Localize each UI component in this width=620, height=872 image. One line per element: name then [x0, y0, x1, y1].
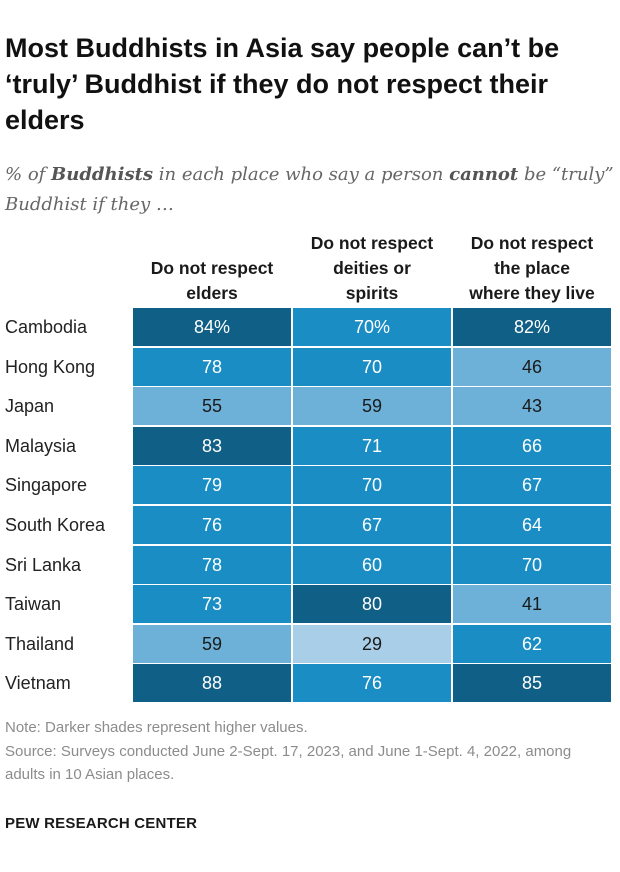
- heatmap-cell: 78: [133, 347, 291, 386]
- column-header-line: where they live: [469, 283, 595, 303]
- heatmap-cell: 64: [453, 506, 611, 544]
- chart-title: Most Buddhists in Asia say people can’t …: [5, 33, 560, 135]
- column-header-line: Do not respect: [310, 233, 434, 253]
- heatmap-cell: 71: [293, 426, 451, 465]
- row-label: Vietnam: [5, 673, 71, 694]
- heatmap-cell: 70: [453, 545, 611, 584]
- heatmap-cell: 76: [133, 506, 291, 544]
- heatmap-cell: 55: [133, 387, 291, 426]
- row-label: Sri Lanka: [5, 554, 82, 575]
- heatmap-cell: 59: [133, 624, 291, 663]
- row-label: Japan: [5, 396, 55, 417]
- heatmap-cell: 66: [453, 426, 611, 465]
- heatmap-cell: 82%: [453, 308, 611, 346]
- heatmap-cell: 62: [453, 624, 611, 663]
- column-header-line: spirits: [345, 283, 399, 303]
- heatmap-cell: 83: [133, 426, 291, 465]
- chart-note: Note: Darker shades represent higher val…: [5, 719, 308, 736]
- row-label: Hong Kong: [5, 356, 96, 377]
- credit-label: PEW RESEARCH CENTER: [5, 815, 198, 832]
- heatmap-cell: 41: [453, 585, 611, 624]
- column-header: Do not respect the place where they live: [453, 233, 611, 306]
- heatmap-cell: 76: [293, 664, 451, 703]
- heatmap-cell: 70%: [293, 308, 451, 346]
- heatmap-cell: 70: [293, 347, 451, 386]
- heatmap-cell: 78: [133, 545, 291, 584]
- heatmap-cell: 84%: [133, 308, 291, 346]
- column-header-line: the place: [494, 258, 570, 278]
- heatmap-cell: 67: [453, 466, 611, 505]
- heatmap-cell: 88: [133, 664, 291, 703]
- row-label: Malaysia: [5, 435, 77, 456]
- heatmap-cell: 70: [293, 466, 451, 505]
- column-header-line: elders: [186, 283, 238, 303]
- column-header-line: Do not respect: [470, 233, 594, 253]
- heatmap-cell: 73: [133, 585, 291, 624]
- column-header: Do not respect deities or spirits: [293, 233, 451, 306]
- row-label: Thailand: [5, 633, 75, 654]
- heatmap-cell: 85: [453, 664, 611, 703]
- column-header-line: deities or: [333, 258, 411, 278]
- heatmap-cell: 43: [453, 387, 611, 426]
- heatmap-cell: 60: [293, 545, 451, 584]
- heatmap-cell: 67: [293, 506, 451, 544]
- chart-source: Source: Surveys conducted June 2-Sept. 1…: [5, 743, 572, 783]
- column-header: Do not respect elders: [133, 236, 291, 306]
- row-label: Cambodia: [5, 317, 88, 337]
- heatmap-cell: 46: [453, 347, 611, 386]
- heatmap-cell: 59: [293, 387, 451, 426]
- heatmap-cell: 80: [293, 585, 451, 624]
- row-label: Singapore: [5, 475, 88, 496]
- row-label: Taiwan: [5, 594, 62, 615]
- heatmap-cell: 79: [133, 466, 291, 505]
- chart-subtitle: % of Buddhists in each place who say a p…: [5, 164, 614, 215]
- row-label: South Korea: [5, 515, 106, 535]
- column-header-line: Do not respect: [150, 258, 274, 278]
- heatmap-cell: 29: [293, 624, 451, 663]
